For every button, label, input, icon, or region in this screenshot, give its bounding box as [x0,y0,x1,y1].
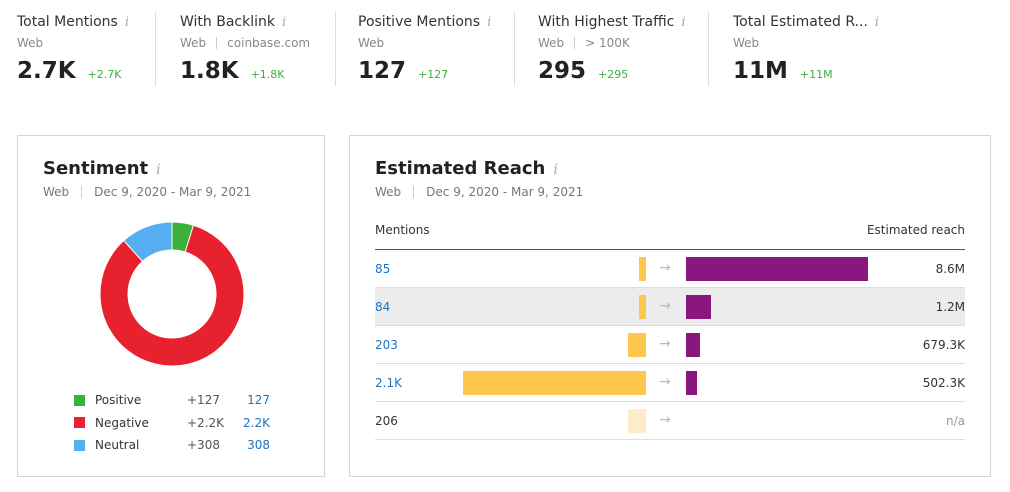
sentiment-legend: Positive +127 127 Negative +2.2K 2.2K Neutral +… [74,389,294,457]
donut-slice-neutral[interactable] [123,221,173,263]
legend-swatch [74,417,85,429]
reach-row: 203 → 679.3K [375,326,965,364]
reach-bar [686,371,697,395]
metric-value: 1.8K [180,58,239,84]
reach-bar [686,333,701,357]
legend-item-positive: Positive +127 127 [74,389,294,412]
sentiment-donut-chart [99,221,245,367]
legend-swatch [74,439,85,451]
info-icon[interactable]: i [553,162,558,178]
arrow-right-icon: → [659,298,671,314]
reach-value: 8.6M [935,262,965,276]
reach-table-header: Mentions Estimated reach [375,223,965,250]
mentions-column-header: Mentions [375,223,430,237]
reach-title: Estimated Reach i [375,158,558,179]
reach-subtitle: Web Dec 9, 2020 - Mar 9, 2021 [375,185,584,199]
legend-label: Positive [95,393,142,408]
metric-card: Positive Mentions i Web 127 +127 [358,14,491,86]
estimated-reach-card: Estimated Reach i Web Dec 9, 2020 - Mar 9,… [349,135,991,477]
sentiment-card: Sentiment i Web Dec 9, 2020 - Mar 9, 2021 … [17,135,325,477]
metric-title: With Backlink [180,14,275,30]
reach-value: 679.3K [922,338,965,352]
reach-row: 85 → 8.6M [375,250,965,288]
metric-value: 295 [538,58,587,84]
mentions-value: 206 [375,414,398,428]
arrow-right-icon: → [659,374,671,390]
metric-sub-label: Web [358,36,385,50]
metric-title: With Highest Traffic [538,14,675,30]
reach-row: 206 → n/a [375,402,965,440]
metric-sub-label: Web [17,36,44,50]
metric-card: With Highest Traffic i Web > 100K 295 +295 [538,14,686,86]
mentions-bar [628,409,646,433]
info-icon[interactable]: i [124,15,129,30]
arrow-right-icon: → [659,260,671,276]
reach-bar [686,295,712,319]
mentions-value-link[interactable]: 85 [375,262,391,276]
sentiment-title: Sentiment i [43,158,161,179]
mentions-bar [638,295,646,319]
reach-column-header: Estimated reach [866,223,965,237]
divider [335,12,336,86]
metric-card: Total Mentions i Web 2.7K +2.7K [17,14,129,86]
metric-card: Total Estimated R... i Web 11M +11M [733,14,879,86]
reach-row: 84 → 1.2M [375,288,965,326]
mentions-value-link[interactable]: 84 [375,300,391,314]
arrow-right-icon: → [659,336,671,352]
mentions-bar [463,371,646,395]
info-icon[interactable]: i [156,162,161,178]
sentiment-subtitle: Web Dec 9, 2020 - Mar 9, 2021 [43,185,252,199]
legend-swatch [74,394,85,406]
reach-row: 2.1K → 502.3K [375,364,965,402]
mentions-bar [628,333,646,357]
metric-sub-label: Web [180,36,207,50]
mentions-value-link[interactable]: 2.1K [375,376,402,390]
legend-delta: +127 [187,393,220,408]
divider [708,12,709,86]
legend-value-link[interactable]: 127 [247,393,270,408]
reach-bar [686,257,868,281]
legend-item-neutral: Neutral +308 308 [74,434,294,457]
metric-title: Positive Mentions [358,14,481,30]
metric-sub-label: > 100K [585,36,630,50]
legend-label: Neutral [95,438,140,453]
metric-sub-label: Web [733,36,760,50]
metric-delta: +127 [418,68,449,81]
metric-card: With Backlink i Web coinbase.com 1.8K +1.8K [180,14,310,86]
info-icon[interactable]: i [874,15,880,30]
reach-value: 502.3K [922,376,965,390]
legend-value-link[interactable]: 308 [247,438,270,453]
info-icon[interactable]: i [487,15,492,30]
metric-value: 11M [733,58,788,84]
mentions-bar [638,257,646,281]
mentions-value-link[interactable]: 203 [375,338,398,352]
divider [155,12,156,86]
metric-delta: +1.8K [250,68,285,81]
metric-title: Total Mentions [17,14,118,30]
metric-delta: +2.7K [87,68,122,81]
metric-delta: +295 [598,68,629,81]
donut-slice-negative[interactable] [99,224,245,367]
info-icon[interactable]: i [681,15,686,30]
metric-delta: +11M [799,68,833,81]
metric-sub-label: coinbase.com [227,36,311,50]
metric-value: 127 [358,58,407,84]
reach-value: 1.2M [935,300,965,314]
arrow-right-icon: → [659,412,671,428]
metric-sub-label: Web [538,36,565,50]
divider [514,12,515,86]
info-icon[interactable]: i [282,15,287,30]
legend-item-negative: Negative +2.2K 2.2K [74,412,294,435]
metric-title: Total Estimated R... [733,14,868,30]
legend-delta: +308 [187,438,220,453]
reach-value: n/a [945,414,965,428]
metric-value: 2.7K [17,58,76,84]
legend-value-link[interactable]: 2.2K [243,415,270,430]
legend-label: Negative [95,415,149,430]
legend-delta: +2.2K [187,415,225,430]
